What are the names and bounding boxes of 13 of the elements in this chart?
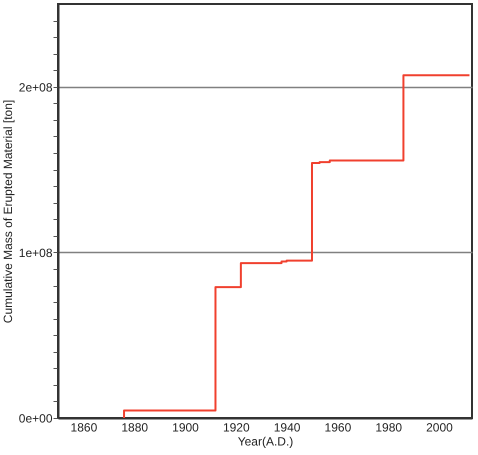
- y-tick-label: 0e+00: [18, 412, 53, 426]
- y-tick-label: 1e+08: [18, 246, 53, 260]
- x-tick-label: 1920: [222, 420, 250, 434]
- x-tick-label: 1980: [375, 420, 402, 434]
- x-tick-label: 1900: [172, 420, 200, 434]
- x-tick-label: 2000: [426, 420, 454, 434]
- x-axis-title: Year(A.D.): [238, 434, 294, 448]
- x-tick-label: 1860: [70, 420, 98, 434]
- x-tick-label: 1880: [121, 420, 148, 434]
- x-tick-label: 1940: [274, 420, 301, 434]
- y-tick-label: 2e+08: [18, 80, 53, 94]
- x-tick-label: 1960: [324, 420, 352, 434]
- y-axis-title: Cumulative Mass of Erupted Material [ton]: [0, 100, 15, 324]
